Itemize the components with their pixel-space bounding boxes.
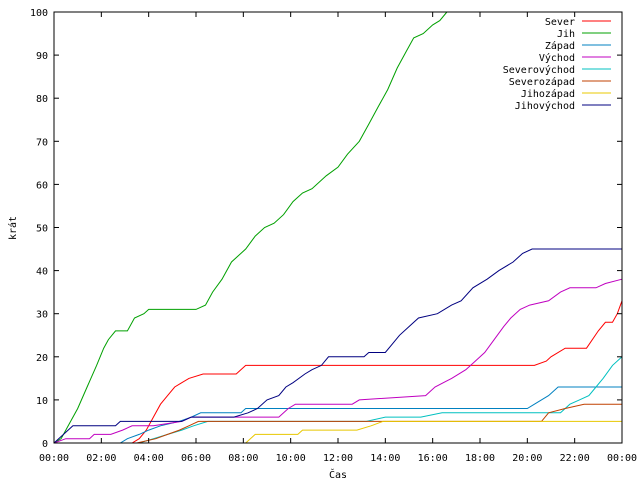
x-tick-label: 02:00 xyxy=(86,453,116,464)
y-tick-label: 60 xyxy=(36,180,48,191)
series-line-Jihozápad xyxy=(54,420,622,444)
series-line-Východ xyxy=(53,278,623,444)
legend-label: Sever xyxy=(545,17,575,28)
y-axis-label: krát xyxy=(7,216,19,240)
x-axis-label: Čas xyxy=(329,468,347,480)
y-tick-label: 30 xyxy=(36,310,48,321)
legend-label: Východ xyxy=(539,52,575,64)
y-tick-label: 90 xyxy=(36,51,48,62)
series-line-Jihovýchod xyxy=(53,248,622,444)
plot-series xyxy=(53,11,623,444)
axis-ticks: 00:00 02:00 04:00 06:00 08:00 10:00 12:00 14:00… xyxy=(30,8,637,464)
x-tick-label: 14:00 xyxy=(370,453,400,464)
y-tick-label: 70 xyxy=(36,137,48,148)
y-tick-label: 100 xyxy=(30,8,48,19)
legend-label: Jihozápad xyxy=(521,88,575,100)
series-line-Jih xyxy=(53,11,448,444)
x-tick-label: 06:00 xyxy=(181,453,211,464)
y-tick-label: 80 xyxy=(36,94,48,105)
legend-label: Jih xyxy=(557,29,575,40)
legend-label: Jihovýchod xyxy=(515,100,575,112)
x-tick-label: 10:00 xyxy=(276,453,306,464)
legend: SeverJihZápadVýchodSeverovýchodSeverozáp… xyxy=(503,17,611,112)
x-tick-label: 20:00 xyxy=(512,453,542,464)
y-tick-label: 20 xyxy=(36,353,48,364)
series-line-Západ xyxy=(54,386,622,444)
x-tick-label: 00:00 xyxy=(607,453,637,464)
y-tick-label: 0 xyxy=(42,439,48,450)
legend-label: Severovýchod xyxy=(503,64,575,76)
x-tick-label: 16:00 xyxy=(418,453,448,464)
x-tick-label: 08:00 xyxy=(228,453,258,464)
series-line-Severozápad xyxy=(54,403,622,444)
x-tick-label: 18:00 xyxy=(465,453,495,464)
y-tick-label: 10 xyxy=(36,396,48,407)
y-tick-label: 40 xyxy=(36,267,48,278)
x-tick-label: 22:00 xyxy=(560,453,590,464)
legend-label: Západ xyxy=(545,40,575,52)
legend-label: Severozápad xyxy=(509,76,575,88)
x-tick-label: 12:00 xyxy=(323,453,353,464)
y-tick-label: 50 xyxy=(36,224,48,235)
x-tick-label: 04:00 xyxy=(134,453,164,464)
x-tick-label: 00:00 xyxy=(39,453,69,464)
